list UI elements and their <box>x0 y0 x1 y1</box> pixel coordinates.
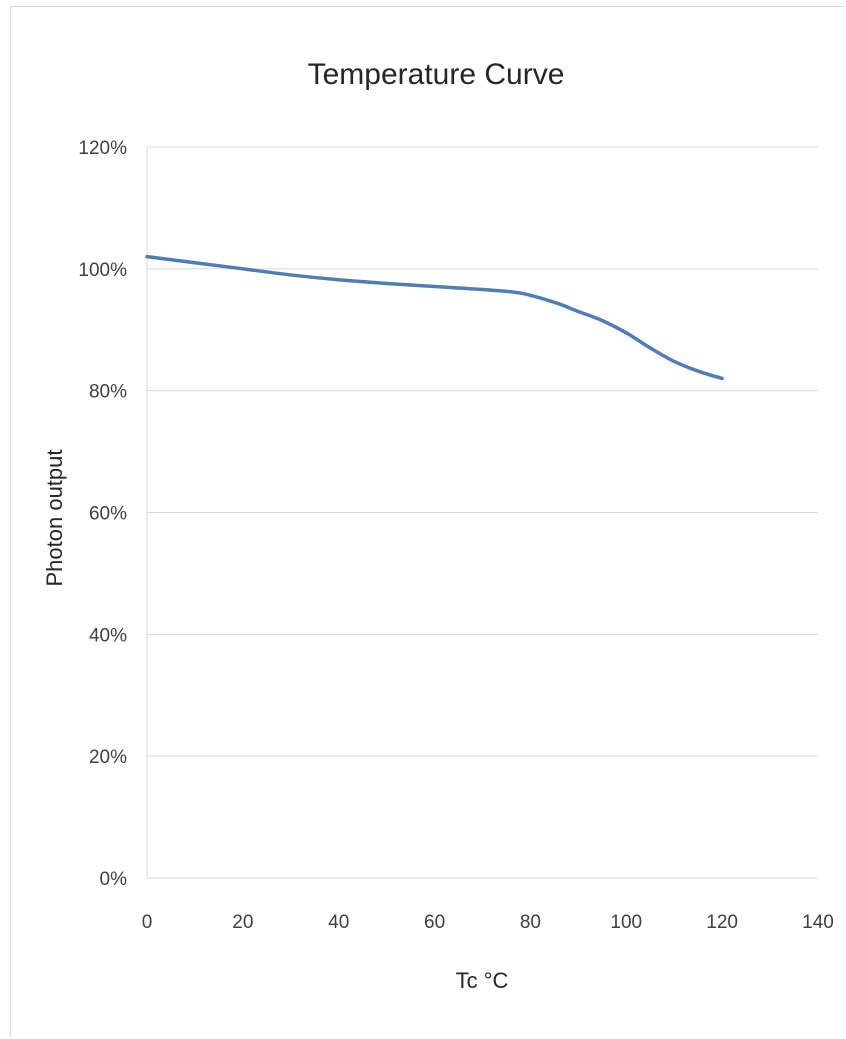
x-tick-label: 140 <box>802 912 834 933</box>
x-tick-label: 60 <box>424 912 445 933</box>
x-axis-label: Tc °C <box>456 968 509 993</box>
y-tick-label: 100% <box>78 260 127 281</box>
x-tick-label: 20 <box>232 912 253 933</box>
y-tick-label: 20% <box>89 747 127 768</box>
y-axis-ticks: 0% 20% 40% 60% 80% 100% 120% <box>78 138 127 890</box>
y-tick-label: 0% <box>100 869 128 890</box>
chart-title: Temperature Curve <box>308 58 565 91</box>
x-tick-label: 80 <box>520 912 541 933</box>
x-axis-ticks: 0 20 40 60 80 100 120 140 <box>142 912 834 933</box>
y-axis-label: Photon output <box>42 449 67 586</box>
x-tick-label: 100 <box>610 912 642 933</box>
y-tick-label: 120% <box>78 138 127 159</box>
y-tick-label: 60% <box>89 504 127 525</box>
x-tick-label: 120 <box>706 912 738 933</box>
x-tick-label: 40 <box>328 912 349 933</box>
grid-layer <box>146 146 818 879</box>
x-tick-label: 0 <box>142 912 153 933</box>
y-tick-label: 80% <box>89 382 127 403</box>
chart-frame <box>10 6 844 1038</box>
series-line-0 <box>145 254 724 381</box>
series-layer <box>145 254 724 381</box>
y-tick-label: 40% <box>89 625 127 646</box>
